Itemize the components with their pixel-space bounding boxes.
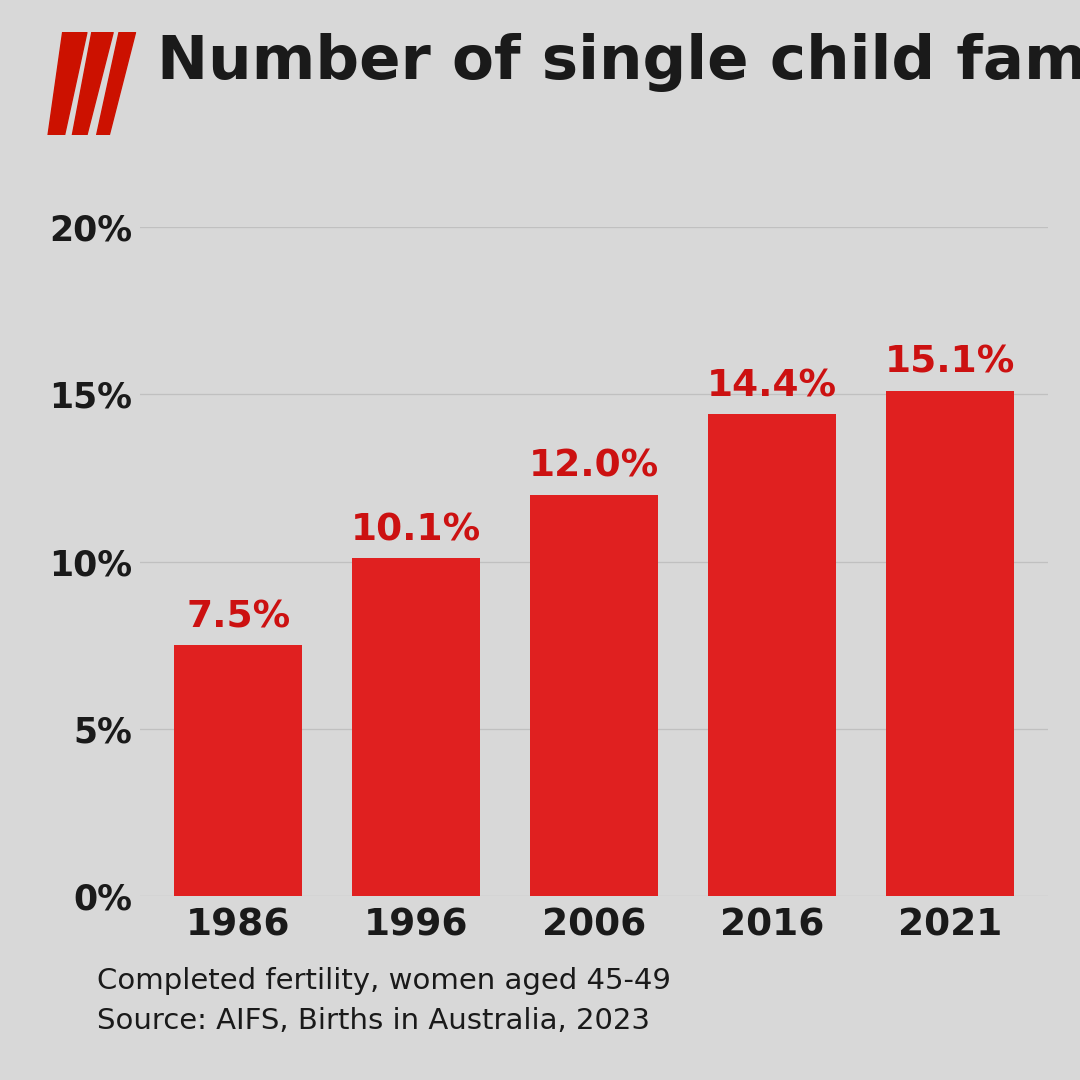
Polygon shape [49,32,86,135]
Text: 7.5%: 7.5% [186,599,291,635]
Polygon shape [72,32,113,135]
Bar [174,645,302,896]
Bar [352,558,481,896]
Bar [886,391,1014,896]
Bar [530,495,658,896]
Text: 15.1%: 15.1% [885,345,1015,381]
Text: 14.4%: 14.4% [706,368,837,404]
Text: Number of single child families: Number of single child families [157,33,1080,92]
Bar [707,415,836,896]
Text: Completed fertility, women aged 45-49: Completed fertility, women aged 45-49 [97,967,671,995]
Polygon shape [97,32,136,135]
Text: 10.1%: 10.1% [351,512,482,549]
Text: Source: AIFS, Births in Australia, 2023: Source: AIFS, Births in Australia, 2023 [97,1007,650,1035]
Text: 12.0%: 12.0% [529,448,659,485]
